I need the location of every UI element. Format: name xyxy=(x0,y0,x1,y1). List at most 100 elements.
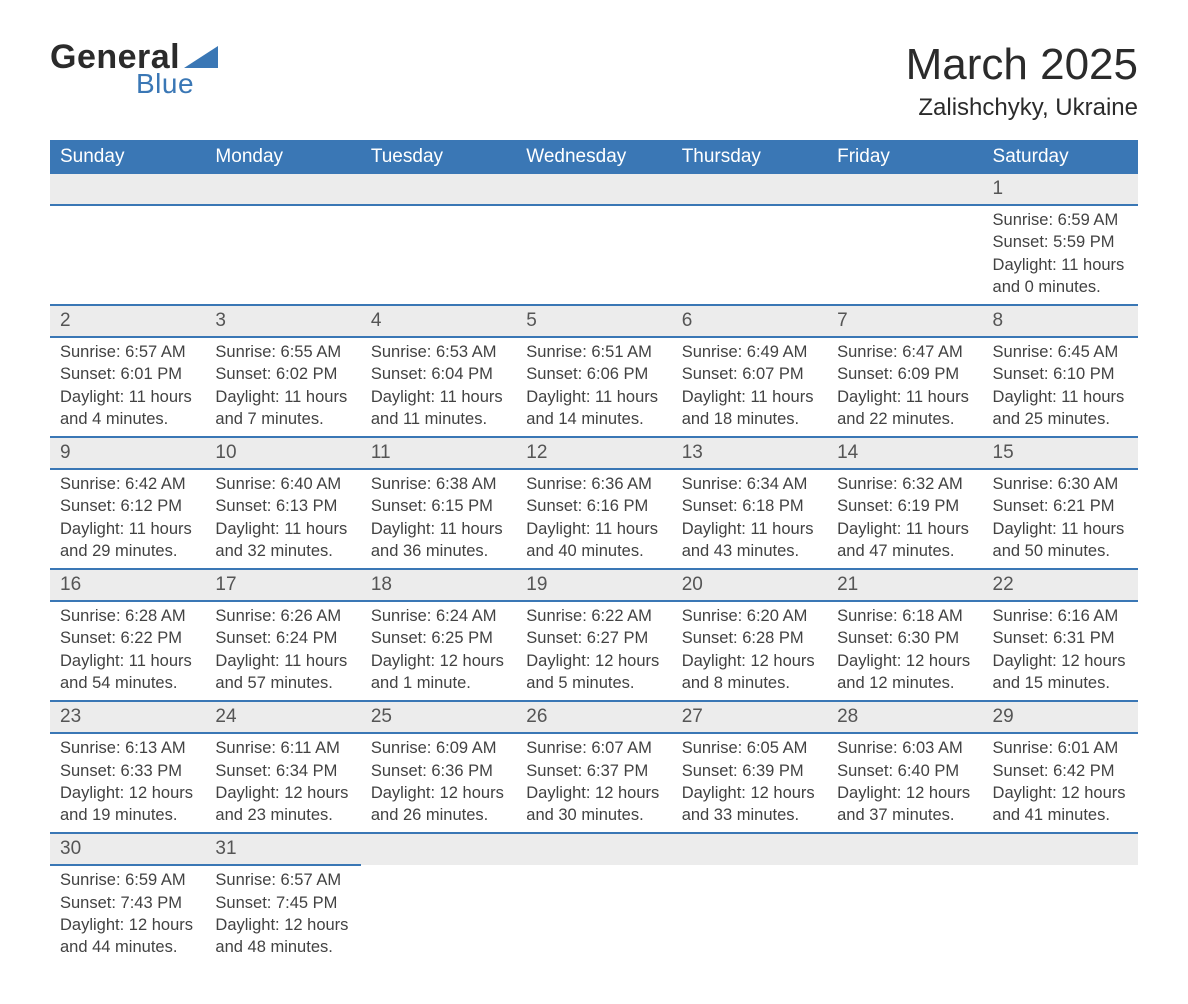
daylight-text-1: Daylight: 11 hours xyxy=(215,518,350,540)
daylight-text-1: Daylight: 11 hours xyxy=(60,518,195,540)
sunset-text: Sunset: 6:04 PM xyxy=(371,363,506,385)
day-number-cell: 23 xyxy=(50,701,205,733)
day-number-cell: 9 xyxy=(50,437,205,469)
day-number-cell: 7 xyxy=(827,305,982,337)
week-daynum-row: 9101112131415 xyxy=(50,437,1138,469)
day-number-cell xyxy=(205,174,360,205)
day-number-cell: 5 xyxy=(516,305,671,337)
sunrise-text: Sunrise: 6:49 AM xyxy=(682,341,817,363)
sunrise-text: Sunrise: 6:07 AM xyxy=(526,737,661,759)
day-data-cell: Sunrise: 6:42 AMSunset: 6:12 PMDaylight:… xyxy=(50,469,205,569)
day-number-cell xyxy=(672,174,827,205)
week-data-row: Sunrise: 6:59 AMSunset: 5:59 PMDaylight:… xyxy=(50,205,1138,305)
day-data-cell xyxy=(827,205,982,305)
month-title: March 2025 xyxy=(906,40,1138,90)
day-number-cell: 17 xyxy=(205,569,360,601)
daylight-text-2: and 11 minutes. xyxy=(371,408,506,430)
day-number-cell xyxy=(827,174,982,205)
sunrise-text: Sunrise: 6:16 AM xyxy=(993,605,1128,627)
daylight-text-1: Daylight: 12 hours xyxy=(526,650,661,672)
day-data-cell xyxy=(827,865,982,964)
daylight-text-1: Daylight: 12 hours xyxy=(682,650,817,672)
daylight-text-2: and 37 minutes. xyxy=(837,804,972,826)
day-number-cell: 3 xyxy=(205,305,360,337)
day-data-cell: Sunrise: 6:51 AMSunset: 6:06 PMDaylight:… xyxy=(516,337,671,437)
day-data-cell: Sunrise: 6:28 AMSunset: 6:22 PMDaylight:… xyxy=(50,601,205,701)
sunrise-text: Sunrise: 6:34 AM xyxy=(682,473,817,495)
day-data-cell: Sunrise: 6:38 AMSunset: 6:15 PMDaylight:… xyxy=(361,469,516,569)
sunrise-text: Sunrise: 6:36 AM xyxy=(526,473,661,495)
day-number-cell: 16 xyxy=(50,569,205,601)
day-number-cell xyxy=(361,174,516,205)
day-number-cell: 15 xyxy=(983,437,1138,469)
day-data-cell: Sunrise: 6:34 AMSunset: 6:18 PMDaylight:… xyxy=(672,469,827,569)
sunrise-text: Sunrise: 6:57 AM xyxy=(215,869,350,891)
day-number-cell: 27 xyxy=(672,701,827,733)
day-number-cell: 19 xyxy=(516,569,671,601)
daylight-text-2: and 5 minutes. xyxy=(526,672,661,694)
day-data-cell: Sunrise: 6:05 AMSunset: 6:39 PMDaylight:… xyxy=(672,733,827,833)
sunrise-text: Sunrise: 6:11 AM xyxy=(215,737,350,759)
sunset-text: Sunset: 6:24 PM xyxy=(215,627,350,649)
sunset-text: Sunset: 6:36 PM xyxy=(371,760,506,782)
daylight-text-2: and 7 minutes. xyxy=(215,408,350,430)
sunset-text: Sunset: 6:28 PM xyxy=(682,627,817,649)
sunset-text: Sunset: 6:13 PM xyxy=(215,495,350,517)
day-header: Monday xyxy=(205,140,360,174)
page-header: General Blue March 2025 Zalishchyky, Ukr… xyxy=(50,40,1138,122)
day-number-cell: 28 xyxy=(827,701,982,733)
sunrise-text: Sunrise: 6:32 AM xyxy=(837,473,972,495)
location-subtitle: Zalishchyky, Ukraine xyxy=(906,94,1138,122)
sunset-text: Sunset: 6:34 PM xyxy=(215,760,350,782)
sunrise-text: Sunrise: 6:59 AM xyxy=(993,209,1128,231)
sunset-text: Sunset: 6:39 PM xyxy=(682,760,817,782)
day-number-cell: 24 xyxy=(205,701,360,733)
day-data-cell: Sunrise: 6:45 AMSunset: 6:10 PMDaylight:… xyxy=(983,337,1138,437)
day-header: Friday xyxy=(827,140,982,174)
week-daynum-row: 16171819202122 xyxy=(50,569,1138,601)
daylight-text-2: and 23 minutes. xyxy=(215,804,350,826)
day-data-cell: Sunrise: 6:30 AMSunset: 6:21 PMDaylight:… xyxy=(983,469,1138,569)
day-number-cell: 22 xyxy=(983,569,1138,601)
day-data-cell: Sunrise: 6:13 AMSunset: 6:33 PMDaylight:… xyxy=(50,733,205,833)
daylight-text-1: Daylight: 12 hours xyxy=(60,914,195,936)
day-data-cell xyxy=(672,865,827,964)
sunrise-text: Sunrise: 6:42 AM xyxy=(60,473,195,495)
sunrise-text: Sunrise: 6:05 AM xyxy=(682,737,817,759)
daylight-text-2: and 43 minutes. xyxy=(682,540,817,562)
sunrise-text: Sunrise: 6:57 AM xyxy=(60,341,195,363)
daylight-text-1: Daylight: 11 hours xyxy=(682,386,817,408)
daylight-text-2: and 22 minutes. xyxy=(837,408,972,430)
daylight-text-2: and 19 minutes. xyxy=(60,804,195,826)
daylight-text-2: and 48 minutes. xyxy=(215,936,350,958)
day-data-cell xyxy=(50,205,205,305)
daylight-text-1: Daylight: 11 hours xyxy=(371,518,506,540)
sunrise-text: Sunrise: 6:30 AM xyxy=(993,473,1128,495)
day-number-cell xyxy=(516,174,671,205)
sunrise-text: Sunrise: 6:01 AM xyxy=(993,737,1128,759)
daylight-text-1: Daylight: 11 hours xyxy=(371,386,506,408)
daylight-text-2: and 41 minutes. xyxy=(993,804,1128,826)
day-number-cell: 11 xyxy=(361,437,516,469)
day-number-cell: 14 xyxy=(827,437,982,469)
day-header: Saturday xyxy=(983,140,1138,174)
calendar-table: Sunday Monday Tuesday Wednesday Thursday… xyxy=(50,140,1138,964)
sunset-text: Sunset: 6:22 PM xyxy=(60,627,195,649)
sunrise-text: Sunrise: 6:20 AM xyxy=(682,605,817,627)
daylight-text-1: Daylight: 11 hours xyxy=(993,386,1128,408)
day-number-cell: 25 xyxy=(361,701,516,733)
sunset-text: Sunset: 6:27 PM xyxy=(526,627,661,649)
sunrise-text: Sunrise: 6:51 AM xyxy=(526,341,661,363)
daylight-text-1: Daylight: 11 hours xyxy=(837,386,972,408)
sunrise-text: Sunrise: 6:24 AM xyxy=(371,605,506,627)
day-number-cell: 8 xyxy=(983,305,1138,337)
day-data-cell: Sunrise: 6:40 AMSunset: 6:13 PMDaylight:… xyxy=(205,469,360,569)
sunset-text: Sunset: 7:43 PM xyxy=(60,892,195,914)
daylight-text-1: Daylight: 12 hours xyxy=(993,650,1128,672)
sunset-text: Sunset: 6:10 PM xyxy=(993,363,1128,385)
daylight-text-1: Daylight: 12 hours xyxy=(837,782,972,804)
daylight-text-2: and 36 minutes. xyxy=(371,540,506,562)
sunset-text: Sunset: 6:07 PM xyxy=(682,363,817,385)
daylight-text-1: Daylight: 11 hours xyxy=(215,386,350,408)
day-data-cell: Sunrise: 6:09 AMSunset: 6:36 PMDaylight:… xyxy=(361,733,516,833)
